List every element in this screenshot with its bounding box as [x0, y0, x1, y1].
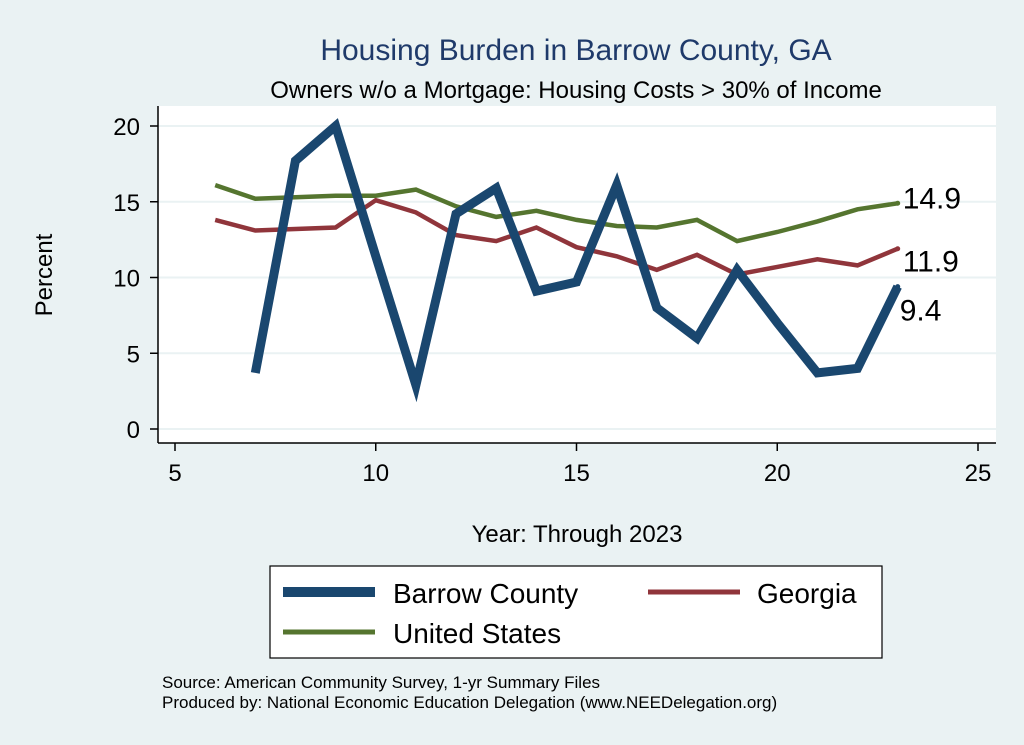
end-label-georgia: 11.9: [903, 246, 959, 279]
end-labels: 14.9 11.9 9.4: [900, 182, 961, 327]
end-label-barrow-county: 9.4: [900, 295, 942, 328]
y-tick-label: 15: [113, 190, 140, 217]
x-tick-label: 5: [168, 460, 181, 487]
y-tick-label: 5: [127, 341, 140, 368]
y-tick-label: 10: [113, 266, 140, 293]
legend: Barrow County Georgia United States: [269, 565, 883, 659]
series-end-point: [895, 200, 901, 206]
source-line-2: Produced by: National Economic Education…: [162, 693, 777, 712]
legend-label-georgia: Georgia: [757, 578, 857, 609]
legend-label-united-states: United States: [393, 618, 561, 649]
x-tick-label: 20: [764, 460, 791, 487]
series-line-georgia: [214, 197, 899, 277]
y-tick-label: 20: [113, 114, 140, 141]
tick-labels: 0 5 10 15 20 5 10 15 20 25: [113, 114, 991, 487]
chart-title: Housing Burden in Barrow County, GA: [320, 34, 831, 67]
end-label-united-states: 14.9: [903, 182, 961, 215]
legend-box: [269, 565, 883, 659]
series-end-point: [895, 246, 901, 252]
x-axis-title: Year: Through 2023: [472, 521, 683, 548]
x-tick-label: 25: [965, 460, 992, 487]
y-tick-label: 0: [127, 417, 140, 444]
axes: [150, 106, 996, 451]
legend-label-barrow-county: Barrow County: [393, 578, 578, 609]
source-line-1: Source: American Community Survey, 1-yr …: [162, 673, 600, 692]
series-lines: [214, 118, 902, 403]
x-tick-label: 15: [563, 460, 590, 487]
series-line-united-states: [214, 182, 899, 244]
y-axis-title: Percent: [31, 233, 58, 316]
x-tick-label: 10: [362, 460, 389, 487]
series-end-point: [895, 284, 901, 290]
series-line-barrow-county: [250, 118, 902, 403]
chart-subtitle: Owners w/o a Mortgage: Housing Costs > 3…: [270, 77, 882, 104]
